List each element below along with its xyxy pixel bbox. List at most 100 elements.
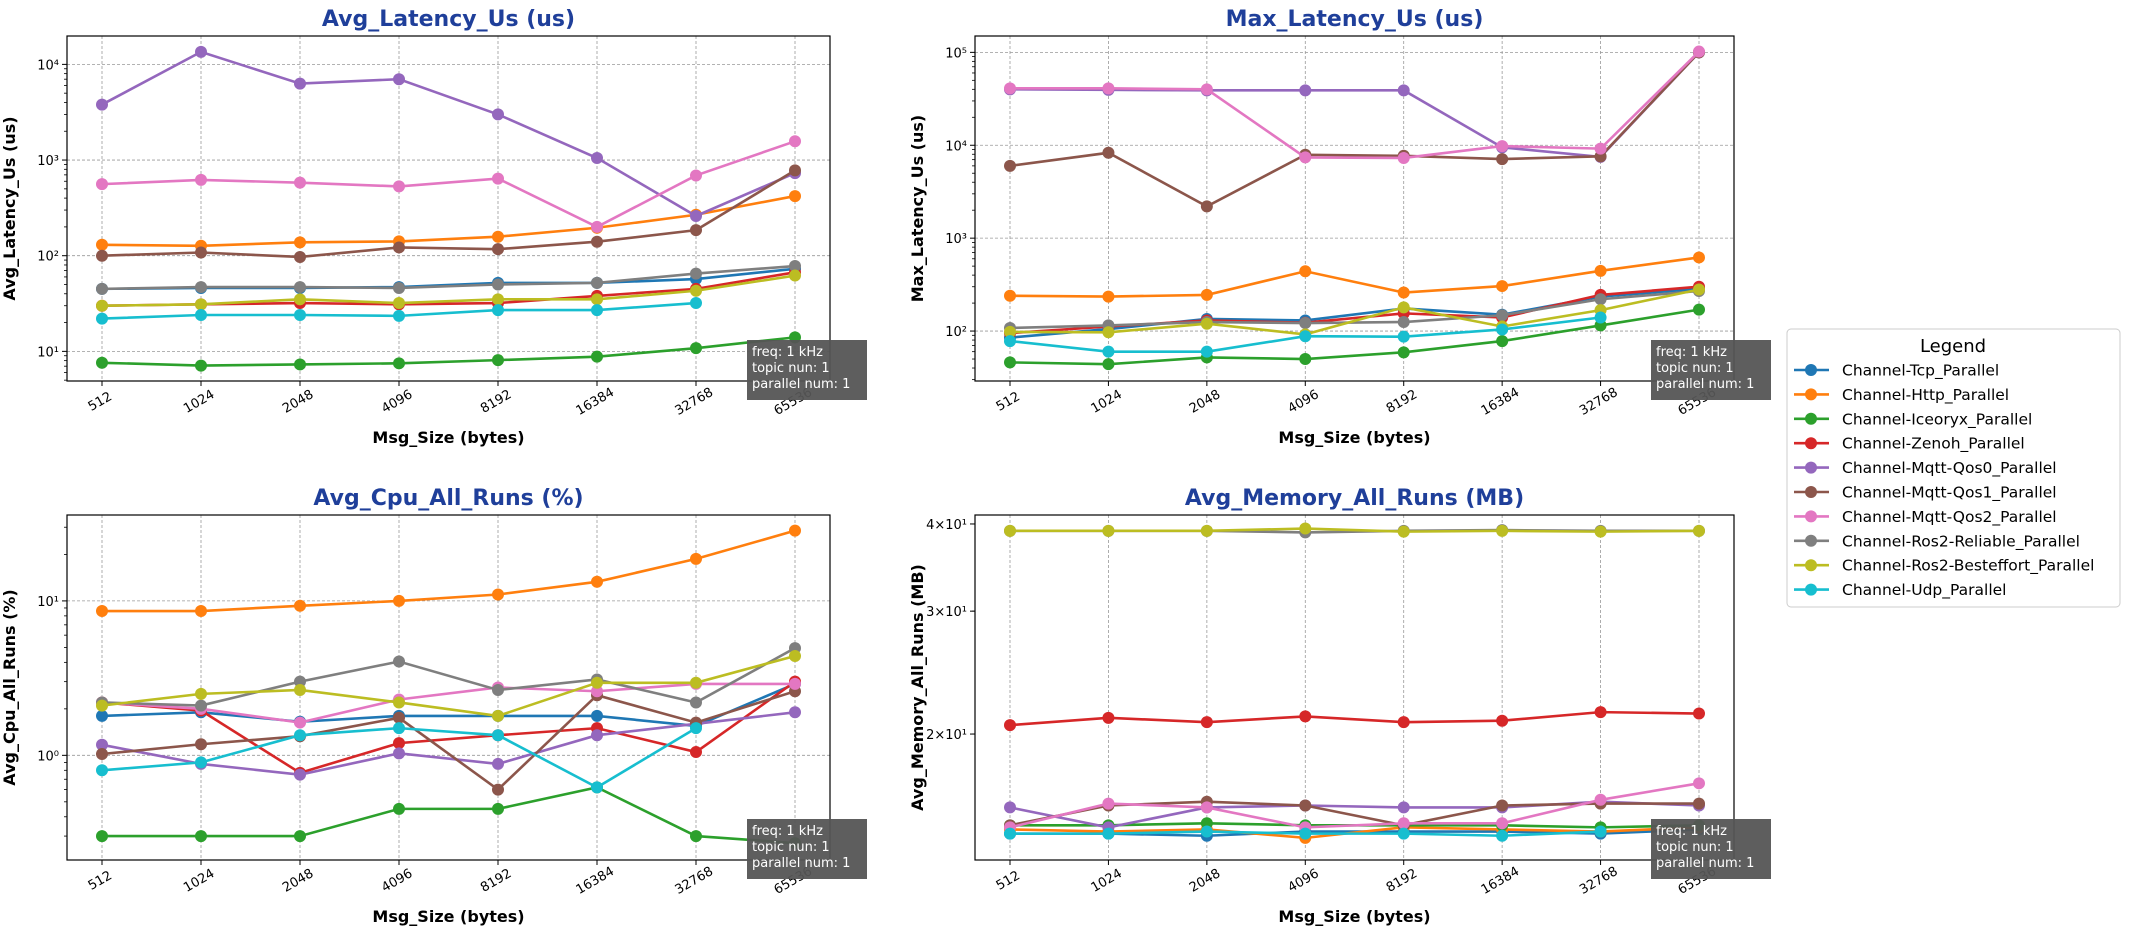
annotation-background — [1651, 819, 1771, 879]
x-tick-label: 2048 — [1187, 387, 1223, 417]
series-line — [1009, 51, 1700, 159]
legend-marker-swatch — [1805, 412, 1817, 425]
data-point — [690, 284, 702, 297]
x-tick-label: 4096 — [1285, 866, 1321, 896]
data-point — [1004, 159, 1016, 172]
data-point — [1496, 280, 1509, 293]
series-line — [102, 786, 796, 845]
data-point — [1397, 716, 1410, 729]
data-point — [690, 676, 702, 689]
data-point — [1594, 525, 1607, 538]
data-point — [1496, 309, 1509, 322]
data-point — [1004, 289, 1016, 302]
x-tick-label: 2048 — [280, 866, 316, 896]
data-point — [1496, 335, 1509, 348]
data-point — [96, 249, 108, 262]
y-tick-label: 10¹ — [37, 345, 59, 360]
data-point — [195, 359, 207, 372]
data-point — [1200, 317, 1213, 330]
legend-marker-swatch — [1805, 559, 1817, 572]
y-tick-label: 10³ — [945, 232, 967, 247]
series-Channel-Mqtt-Qos1_Parallel — [1004, 46, 1705, 213]
data-point — [1594, 793, 1607, 806]
data-point — [690, 297, 702, 310]
legend-entry: Channel-Mqtt-Qos2_Parallel — [1794, 508, 2057, 527]
data-point — [294, 250, 306, 263]
annotation-line: freq: 1 kHz — [1656, 345, 1727, 360]
data-point — [1102, 524, 1115, 537]
data-point — [492, 709, 504, 722]
legend-entry: Channel-Iceoryx_Parallel — [1794, 410, 2032, 429]
legend-label: Channel-Mqtt-Qos2_Parallel — [1842, 508, 2057, 527]
x-tick-label: 512 — [86, 389, 115, 414]
data-point — [1200, 200, 1213, 213]
data-point — [690, 722, 702, 735]
data-point — [492, 588, 504, 601]
data-point — [1693, 524, 1705, 537]
x-tick-label: 512 — [86, 868, 115, 893]
data-point — [1693, 45, 1705, 58]
x-axis-label: Msg_Size (bytes) — [1278, 428, 1430, 447]
data-point — [294, 716, 306, 729]
legend-entry: Channel-Ros2-Reliable_Parallel — [1794, 532, 2080, 551]
data-point — [294, 308, 306, 321]
annotation-background — [1651, 340, 1771, 400]
data-point — [591, 293, 603, 306]
data-point — [690, 224, 702, 237]
legend-label: Channel-Http_Parallel — [1842, 386, 2009, 405]
data-point — [393, 281, 405, 294]
data-point — [195, 605, 207, 618]
data-point — [1496, 153, 1509, 166]
data-point — [1004, 356, 1016, 369]
data-point — [195, 830, 207, 843]
data-point — [294, 236, 306, 249]
data-point — [1004, 335, 1016, 348]
data-point — [690, 342, 702, 355]
legend-entry: Channel-Http_Parallel — [1794, 386, 2009, 405]
data-point — [195, 173, 207, 186]
data-point — [96, 748, 108, 761]
data-point — [591, 676, 603, 689]
data-point — [195, 308, 207, 321]
series-line — [101, 274, 796, 308]
data-point — [690, 746, 702, 759]
x-tick-label: 512 — [994, 868, 1023, 893]
data-point — [294, 830, 306, 843]
legend-marker-swatch — [1805, 534, 1817, 547]
data-point — [294, 281, 306, 294]
data-point — [690, 267, 702, 280]
axes-frame — [66, 514, 831, 861]
series-line — [101, 646, 796, 707]
data-point — [1102, 326, 1115, 339]
data-point — [195, 699, 207, 712]
y-axis-label: Avg_Cpu_All_Runs (%) — [0, 589, 19, 785]
data-point — [294, 675, 306, 688]
data-point — [492, 304, 504, 317]
data-point — [1299, 265, 1312, 278]
data-point — [492, 683, 504, 696]
data-point — [96, 299, 108, 312]
data-point — [1299, 827, 1312, 840]
x-tick-label: 4096 — [1285, 387, 1321, 417]
legend-entry: Channel-Udp_Parallel — [1794, 581, 2006, 600]
data-point — [1299, 353, 1312, 366]
data-point — [492, 293, 504, 306]
data-point — [1693, 777, 1705, 790]
data-point — [96, 764, 108, 777]
data-point — [789, 260, 801, 273]
data-point — [96, 356, 108, 369]
data-point — [1299, 710, 1312, 723]
series-line — [1009, 289, 1700, 330]
data-point — [393, 357, 405, 370]
data-point — [1102, 827, 1115, 840]
data-point — [1496, 714, 1509, 727]
legend-entry: Channel-Ros2-Besteffort_Parallel — [1794, 557, 2094, 576]
x-tick-label: 32768 — [1577, 385, 1620, 419]
data-point — [1397, 346, 1410, 359]
y-axis-label: Max_Latency_Us (us) — [908, 115, 927, 302]
data-point — [1102, 358, 1115, 371]
annotation-line: parallel num: 1 — [1656, 377, 1754, 392]
y-tick-label: 3×10¹ — [926, 605, 967, 620]
